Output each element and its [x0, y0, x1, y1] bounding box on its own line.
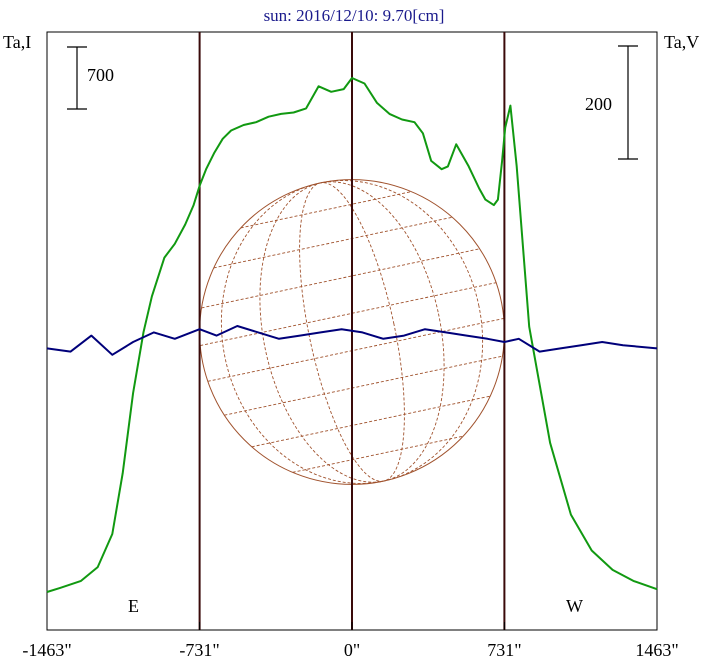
x-tick-label: -731": [179, 640, 219, 660]
x-tick-label: 731": [487, 640, 521, 660]
chart-title: sun: 2016/12/10: 9.70[cm]: [264, 6, 445, 25]
x-tick-label: 1463": [635, 640, 678, 660]
parallel-line: [224, 355, 503, 416]
parallel-line: [200, 282, 497, 347]
parallel-line: [251, 395, 491, 448]
series-group: [46, 77, 658, 593]
intensity-series-line: [46, 77, 658, 593]
x-tick-label: -1463": [22, 640, 71, 660]
parallel-line: [213, 216, 453, 269]
parallel-line: [207, 317, 504, 382]
parallel-line: [292, 435, 464, 473]
x-axis-ticks: -1463" -731" 0" 731" 1463": [22, 622, 679, 660]
east-limb-label: E: [128, 596, 139, 616]
x-tick-label: 0": [344, 640, 360, 660]
west-limb-label: W: [566, 596, 583, 616]
meridian-line: [220, 180, 484, 484]
parallel-line: [240, 191, 412, 229]
intensity-scale-bar: 700: [67, 46, 114, 110]
polarization-scale-label: 200: [585, 94, 612, 114]
right-axis-label: Ta,V: [664, 32, 699, 52]
left-axis-label: Ta,I: [3, 32, 31, 52]
parallel-line: [201, 248, 480, 309]
intensity-scale-label: 700: [87, 65, 114, 85]
polarization-series-line: [46, 325, 658, 356]
polarization-scale-bar: 200: [585, 45, 638, 160]
